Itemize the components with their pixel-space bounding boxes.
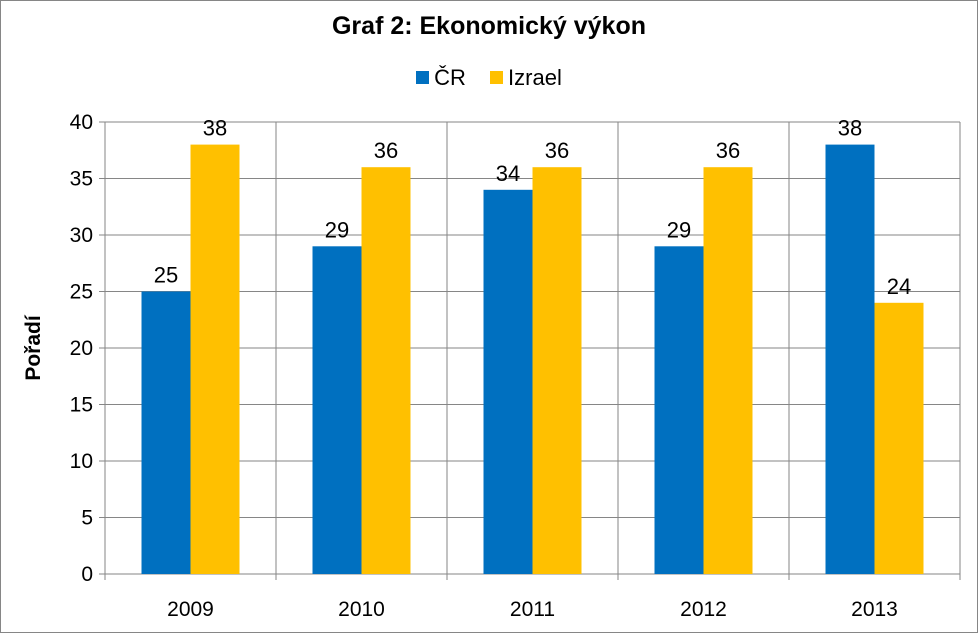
bar-izrael xyxy=(532,167,582,574)
legend-swatch-cr xyxy=(416,71,430,85)
data-label: 24 xyxy=(887,274,911,299)
y-tick-label: 5 xyxy=(81,507,93,530)
bar-cr xyxy=(654,246,704,575)
data-label: 34 xyxy=(496,161,520,186)
bar-cr xyxy=(312,246,362,575)
data-label: 38 xyxy=(838,116,862,141)
y-tick-label: 40 xyxy=(70,111,93,134)
data-label: 36 xyxy=(716,138,740,163)
legend: ČR Izrael xyxy=(0,64,978,91)
legend-item-izrael: Izrael xyxy=(490,65,562,91)
legend-label-izrael: Izrael xyxy=(508,65,562,91)
bar-cr xyxy=(141,291,191,574)
y-tick-label: 15 xyxy=(70,394,93,417)
data-label: 38 xyxy=(203,116,227,141)
bar-izrael xyxy=(874,302,924,574)
bar-izrael xyxy=(703,167,753,574)
bar-izrael xyxy=(190,144,240,574)
chart-title: Graf 2: Ekonomický výkon xyxy=(331,12,646,40)
y-axis-label: Pořadí xyxy=(22,314,45,381)
y-tick-label: 20 xyxy=(70,337,93,360)
x-tick-label: 2013 xyxy=(851,598,898,621)
x-tick-label: 2009 xyxy=(167,598,214,621)
x-tick-label: 2012 xyxy=(680,598,727,621)
data-label: 25 xyxy=(154,263,178,288)
data-label: 36 xyxy=(545,138,569,163)
x-tick-label: 2010 xyxy=(338,598,385,621)
data-label: 29 xyxy=(667,217,691,242)
y-tick-label: 0 xyxy=(81,563,93,586)
y-tick-label: 35 xyxy=(70,168,93,191)
bar-cr xyxy=(483,189,533,575)
data-label: 36 xyxy=(374,138,398,163)
bar-cr xyxy=(825,144,875,574)
x-tick-label: 2011 xyxy=(510,598,555,621)
legend-item-cr: ČR xyxy=(416,65,466,91)
y-tick-label: 10 xyxy=(70,450,93,473)
y-tick-label: 30 xyxy=(70,224,93,247)
legend-label-cr: ČR xyxy=(434,65,466,91)
legend-swatch-izrael xyxy=(490,71,504,85)
bar-izrael xyxy=(361,167,411,574)
data-label: 29 xyxy=(325,217,349,242)
y-tick-label: 25 xyxy=(70,281,93,304)
